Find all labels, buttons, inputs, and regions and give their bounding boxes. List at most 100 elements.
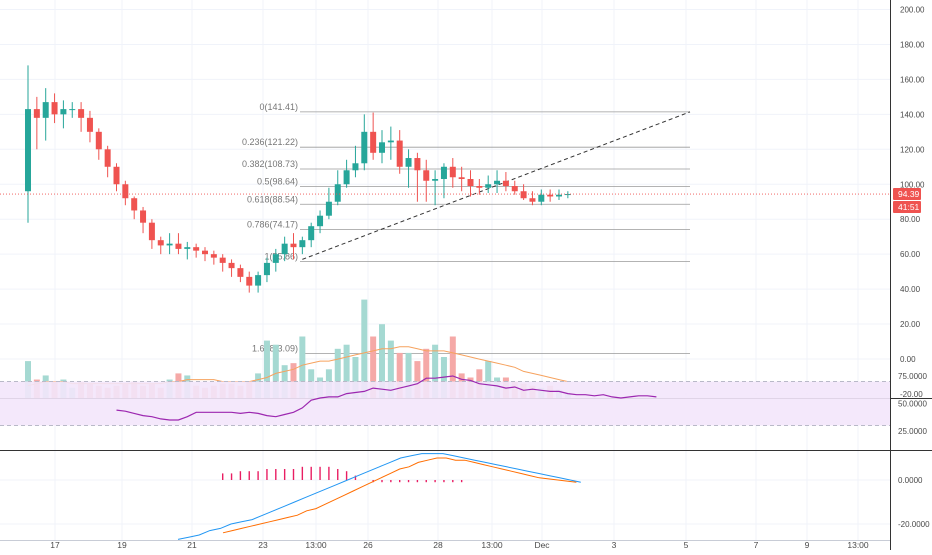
candle-body [308,226,315,241]
candle-body [547,194,554,197]
time-tick-label: 5 [684,540,689,550]
candle-body [361,131,368,164]
candle-body [281,243,288,255]
candle-body [228,262,235,269]
candle-body [511,185,518,192]
volume-bar [361,299,368,398]
price-tick-label: 40.00 [900,285,921,294]
countdown-label: 41:51 [898,202,920,212]
candle-body [520,191,527,199]
price-tick-label: 180.00 [900,40,925,49]
time-tick-label: Dec [534,540,550,550]
candle-body [476,185,483,188]
time-tick-label: 13:00 [847,540,869,550]
volume-bar [352,357,359,398]
candle-body [86,117,93,132]
candle-body [166,243,173,246]
volume-bar [25,361,31,398]
time-tick-label: 19 [117,540,127,550]
time-axis[interactable]: 17 19 21 23 13:00 26 28 13:00 Dec 3 5 7 9 13:00 [50,540,869,550]
price-tick-label: 100.00 [900,180,925,189]
candle-body [263,262,270,276]
candle-body [184,247,191,249]
last-price-badge [893,188,921,201]
rsi-tick-label: 25.0000 [898,427,927,436]
macd-tick-label: 0.0000 [898,476,923,485]
time-tick-label: 17 [50,540,60,550]
candle-body [334,184,341,202]
price-tick-label: 20.00 [900,320,921,329]
price-tick-label: 0.00 [900,355,916,364]
macd-line [177,453,581,540]
macd-tick-label: -20.0000 [898,520,930,529]
candle-body [113,166,120,185]
volume-bar [449,336,456,398]
candle-body [290,243,297,248]
candle-body [51,102,58,115]
candle-body [210,254,217,258]
time-tick-label: 23 [258,540,268,550]
volume-bar [396,352,403,398]
candle-body [414,158,421,171]
price-tick-label: -20.00 [900,390,923,399]
volume-bar [290,363,297,398]
candle-body [405,158,412,167]
volume-bar [343,344,350,398]
volume-bar [334,348,341,398]
price-tick-label: 160.00 [900,75,925,84]
candle-body [387,140,394,143]
volume-bar [423,348,430,398]
fib-level-label: 0.5(98.64) [257,177,298,187]
candle-body [104,149,111,167]
candle-body [440,166,447,180]
fib-level-label: 0.236(121.22) [242,137,298,147]
candle-body [343,170,350,185]
fib-level-label: 0.382(108.73) [242,159,298,169]
candle-body [396,140,403,167]
price-tick-label: 60.00 [900,250,921,259]
time-tick-label: 9 [805,540,810,550]
price-tick-label: 80.00 [900,215,921,224]
candle-body [352,163,359,171]
time-tick-label: 3 [612,540,617,550]
candle-body [255,275,262,286]
trend-line [302,111,691,260]
price-tick-label: 140.00 [900,110,925,119]
rsi-band [0,381,890,426]
candle-body [458,177,465,180]
candle-body [449,166,456,178]
candle-body [140,210,147,223]
candle-body [299,240,306,248]
candle-body [148,222,155,241]
macd-indicator [177,453,581,540]
candle-body [432,179,439,181]
time-tick-label: 21 [187,540,197,550]
candle-body [202,250,208,255]
volume-bar [272,344,279,398]
rsi-tick-label: 75.0000 [898,372,927,381]
candle-body [60,109,67,115]
volume-bar [405,352,412,398]
fib-level-label: 0(141.41) [259,102,298,112]
price-candles[interactable] [0,65,890,293]
candle-body [175,243,182,249]
countdown-badge [893,201,921,214]
candle-body [564,194,571,196]
candle-body [529,198,536,202]
price-axis[interactable]: 200.00 180.00 160.00 140.00 120.00 100.00 80.0… [893,6,930,530]
volume-bar [387,340,394,398]
candle-body [95,131,102,150]
candle-body [485,184,492,188]
time-tick-label: 13:00 [305,540,327,550]
candle-body [25,109,31,192]
candle-body [246,276,253,286]
rsi-tick-label: 50.0000 [898,400,927,409]
candle-body [423,170,430,181]
rsi-line [116,375,657,421]
candle-body [78,109,85,118]
fib-level-label: 1(55.86) [264,251,298,261]
candle-body [370,131,377,153]
signal-line [222,457,577,534]
